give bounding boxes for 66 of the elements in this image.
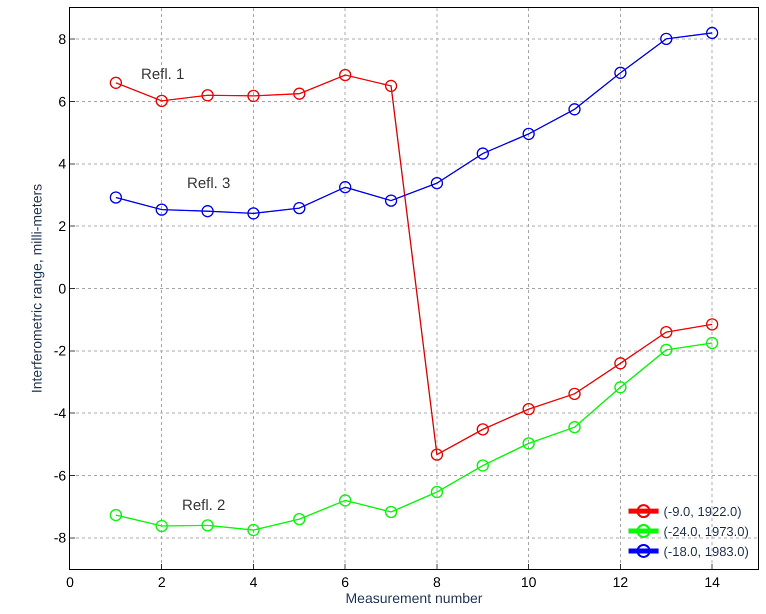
point xyxy=(522,128,535,140)
point xyxy=(293,88,306,100)
x-tick-label: 4 xyxy=(250,574,258,590)
y-tick-label: -2 xyxy=(54,342,66,359)
legend-label: (-9.0, 1922.0) xyxy=(664,504,742,520)
point xyxy=(201,205,214,218)
x-tick-label: 8 xyxy=(433,574,442,590)
point xyxy=(660,344,672,356)
point xyxy=(156,94,168,108)
y-tick-label: 4 xyxy=(58,156,66,172)
point xyxy=(568,103,581,116)
point xyxy=(201,89,214,102)
legend-label: (-18.0, 1983.0) xyxy=(664,544,749,560)
point xyxy=(293,202,306,214)
point xyxy=(568,421,581,434)
point xyxy=(430,448,444,461)
point xyxy=(110,508,122,522)
point xyxy=(156,204,168,216)
point xyxy=(476,459,489,472)
y-tick-label: 0 xyxy=(58,280,66,296)
point xyxy=(706,318,718,330)
point xyxy=(660,326,672,338)
point xyxy=(156,520,168,532)
annotation: Refl. 3 xyxy=(187,175,230,192)
y-axis-title: Interferometric range, milli-meters xyxy=(28,184,44,394)
annotation: Refl. 1 xyxy=(141,66,184,83)
point xyxy=(293,512,306,526)
x-tick-label: 12 xyxy=(612,574,628,590)
y-tick-label: 2 xyxy=(58,218,66,234)
point xyxy=(476,147,489,160)
point xyxy=(110,191,122,204)
x-axis-title: Measurement number xyxy=(346,590,483,606)
y-tick-label: -4 xyxy=(54,405,66,422)
point xyxy=(339,68,352,82)
y-tick-label: -6 xyxy=(54,467,66,484)
point xyxy=(614,357,627,370)
point xyxy=(384,506,398,518)
point xyxy=(660,32,672,45)
point xyxy=(522,437,535,450)
y-tick-label: 6 xyxy=(58,93,66,110)
y-tick-label: 8 xyxy=(58,31,66,48)
x-tick-label: 6 xyxy=(341,574,350,590)
point xyxy=(568,388,581,400)
point xyxy=(384,194,398,207)
point xyxy=(201,519,214,532)
point xyxy=(247,524,260,536)
point xyxy=(476,423,489,436)
point xyxy=(430,177,444,190)
annotation: Refl. 2 xyxy=(182,497,226,514)
point xyxy=(339,494,352,507)
x-tick-label: 2 xyxy=(158,574,166,590)
point xyxy=(614,66,627,79)
point xyxy=(706,336,718,350)
point xyxy=(110,76,122,89)
point xyxy=(430,486,444,498)
point xyxy=(384,80,398,92)
point xyxy=(339,181,352,194)
point xyxy=(247,207,260,220)
legend-label: (-24.0, 1973.0) xyxy=(664,524,749,540)
point xyxy=(614,381,627,394)
point xyxy=(247,90,260,102)
y-tick-label: -8 xyxy=(54,530,66,546)
x-tick-label: 10 xyxy=(520,574,537,590)
x-tick-label: 14 xyxy=(704,574,720,590)
point xyxy=(522,402,535,416)
point xyxy=(706,26,718,40)
